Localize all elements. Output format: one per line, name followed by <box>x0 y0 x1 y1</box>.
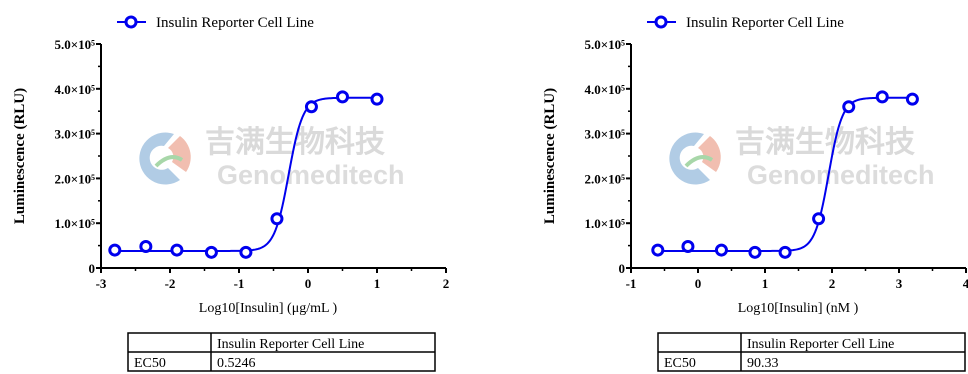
y-tick-label: 1.0×10⁵ <box>584 216 625 231</box>
y-tick-label: 3.0×10⁵ <box>584 127 625 142</box>
y-tick-label: 1.0×10⁵ <box>54 216 95 231</box>
ec50-table: Insulin Reporter Cell Line EC50 90.33 <box>657 332 966 372</box>
table-row-label: EC50 <box>664 356 696 371</box>
x-tick-label: 2 <box>829 276 836 291</box>
legend-marker <box>124 15 138 29</box>
legend: Insulin Reporter Cell Line <box>117 15 314 31</box>
data-point <box>842 100 856 114</box>
table-ec50-value: 90.33 <box>747 356 779 371</box>
data-point <box>651 243 665 257</box>
x-tick-label: -1 <box>626 276 637 291</box>
y-axis-title: Luminescence (RLU) <box>542 88 558 224</box>
table-header-cell: Insulin Reporter Cell Line <box>217 337 364 352</box>
watermark-en-text: Genomeditech <box>217 160 405 190</box>
legend: Insulin Reporter Cell Line <box>647 15 844 31</box>
y-tick-label: 2.0×10⁵ <box>54 171 95 186</box>
data-point <box>812 212 826 226</box>
data-point <box>108 243 122 257</box>
x-tick-label: 1 <box>374 276 381 291</box>
logo-red-shape <box>698 136 721 172</box>
x-axis-title: Log10[Insulin] (μg/mL ) <box>199 301 338 316</box>
y-tick-label: 3.0×10⁵ <box>54 127 95 142</box>
y-tick-label: 0 <box>89 261 96 276</box>
table-row-label: EC50 <box>134 356 166 371</box>
x-tick-label: 0 <box>305 276 312 291</box>
data-point <box>336 90 349 104</box>
y-tick-label: 4.0×10⁵ <box>54 82 95 97</box>
table-header-cell: Insulin Reporter Cell Line <box>747 337 894 352</box>
legend-label: Insulin Reporter Cell Line <box>156 15 314 31</box>
y-axis-title: Luminescence (RLU) <box>12 88 28 224</box>
legend-marker <box>654 15 668 29</box>
legend-label: Insulin Reporter Cell Line <box>686 15 844 31</box>
data-point <box>370 92 384 106</box>
data-point <box>304 100 318 114</box>
logo-green-shape <box>684 155 714 168</box>
x-tick-label: -1 <box>234 276 245 291</box>
ec50-table: Insulin Reporter Cell Line EC50 0.5246 <box>127 332 436 372</box>
data-point <box>239 245 253 259</box>
x-tick-label: -3 <box>96 276 107 291</box>
table-ec50-value: 0.5246 <box>217 356 256 371</box>
logo-blue-shape <box>669 132 710 185</box>
y-tick-label: 2.0×10⁵ <box>584 171 625 186</box>
data-points <box>108 90 384 259</box>
x-tick-label: -2 <box>165 276 176 291</box>
y-tick-label: 5.0×10⁵ <box>584 37 625 52</box>
x-tick-label: 3 <box>896 276 903 291</box>
x-tick-label: 0 <box>695 276 702 291</box>
data-point <box>778 245 792 259</box>
watermark-en-text: Genomeditech <box>747 160 935 190</box>
x-tick-label: 2 <box>443 276 450 291</box>
logo-green-shape <box>154 155 184 168</box>
y-tick-label: 5.0×10⁵ <box>54 37 95 52</box>
data-point <box>681 239 695 253</box>
y-tick-label: 0 <box>619 261 626 276</box>
data-point <box>875 90 889 104</box>
data-point <box>714 243 728 257</box>
data-point <box>170 243 184 257</box>
logo-red-shape <box>168 136 191 172</box>
data-point <box>905 92 919 106</box>
x-tick-label: 1 <box>762 276 769 291</box>
x-axis-title: Log10[Insulin] (nM ) <box>738 301 859 316</box>
watermark-cn-text: 吉满生物科技 <box>735 125 915 160</box>
x-tick-label: 4 <box>963 276 968 291</box>
data-point <box>139 239 153 253</box>
data-point <box>204 245 218 259</box>
y-tick-label: 4.0×10⁵ <box>584 82 625 97</box>
data-point <box>748 245 762 259</box>
data-point <box>270 212 284 226</box>
logo-blue-shape <box>139 132 180 185</box>
axes: 0 1.0×10⁵ 2.0×10⁵ 3.0×10⁵ 4.0×10⁵ 5.0×10⁵ -3 -2… <box>54 37 449 291</box>
data-points <box>651 90 919 259</box>
